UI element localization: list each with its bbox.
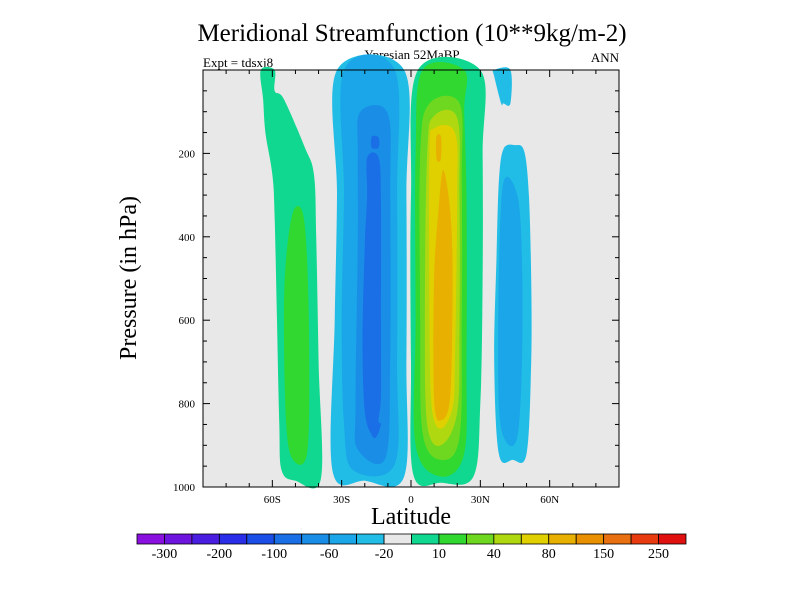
contour-sh-hadley-spot [370,135,380,149]
y-axis-label: Pressure (in hPa) [116,196,142,360]
y-tick-label: 600 [179,315,196,327]
y-tick-label: 1000 [173,482,196,494]
colorbar-swatch [273,533,303,545]
experiment-label: Expt = tdsxj8 [203,55,273,70]
y-tick-label: 200 [179,148,196,160]
colorbar-label: 80 [542,547,556,562]
colorbar-swatch [136,533,165,545]
colorbar-swatch [301,533,330,545]
colorbar-label: -100 [261,547,287,562]
x-tick-label: 30S [333,494,350,506]
colorbar-label: -60 [320,547,339,562]
contour-sh-hadley-level4 [362,152,382,439]
colorbar-label: -300 [152,547,178,562]
colorbar-swatch [191,533,220,545]
contour-sh-polar-cell-core [283,206,310,465]
y-tick-label: 400 [179,232,196,244]
colorbar-swatch [658,533,687,545]
colorbar-swatch [383,533,412,545]
x-tick-label: 30N [471,494,490,506]
colorbar-label: 10 [432,547,446,562]
chart-title: Meridional Streamfunction (10**9kg/m-2) [197,20,626,47]
x-tick-label: 60S [264,494,281,506]
x-axis-label: Latitude [371,504,451,530]
y-tick-label: 800 [179,399,196,411]
colorbar-label: 40 [487,547,501,562]
colorbar-label: -200 [207,547,233,562]
colorbar: -300 -200 -100 -60 -20 10 40 80 150 250 [136,533,687,562]
axis-ticks: 60S 30S 0 30N 60N 200 400 600 800 1000 [173,69,620,506]
colorbar-swatch [411,533,440,545]
contour-nh-hadley-spot [435,134,442,162]
colorbar-label: 250 [648,547,669,562]
colorbar-swatch [575,533,605,545]
colorbar-swatch [520,533,550,545]
colorbar-swatch [438,533,467,545]
colorbar-swatch [548,533,577,545]
colorbar-swatch [356,533,385,545]
x-tick-label: 0 [408,494,414,506]
colorbar-swatch [493,533,522,545]
colorbar-swatch [246,533,275,545]
contour-nh-polar-cell-outer [492,67,512,106]
contour-nh-ferrel-core [498,176,523,447]
x-tick-label: 60N [540,494,559,506]
colorbar-label: -20 [375,547,394,562]
colorbar-swatch [603,533,632,545]
colorbar-swatch [465,533,495,545]
contour-fill-layer [260,54,532,489]
colorbar-swatch [328,533,357,545]
colorbar-swatch [164,533,193,545]
colorbar-label: 150 [593,547,614,562]
colorbar-swatch [218,533,248,545]
colorbar-swatch [630,533,659,545]
season-label: ANN [591,50,620,65]
contour-nh-hadley-core [433,170,453,421]
